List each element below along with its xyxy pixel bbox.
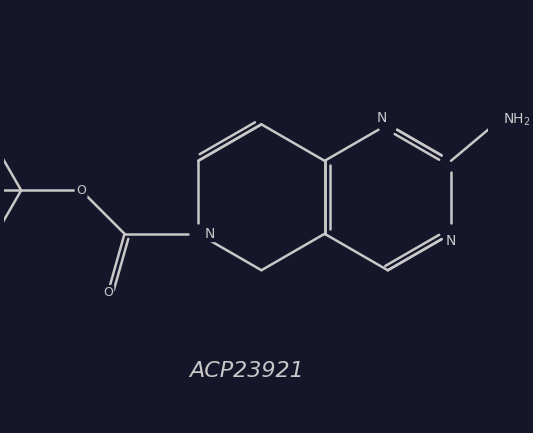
Text: ACP23921: ACP23921	[189, 361, 303, 381]
Text: N: N	[204, 227, 215, 241]
Text: O: O	[103, 286, 113, 299]
Text: N: N	[376, 111, 387, 125]
Text: NH$_2$: NH$_2$	[504, 112, 531, 128]
Text: O: O	[76, 184, 86, 197]
Text: N: N	[446, 234, 456, 249]
